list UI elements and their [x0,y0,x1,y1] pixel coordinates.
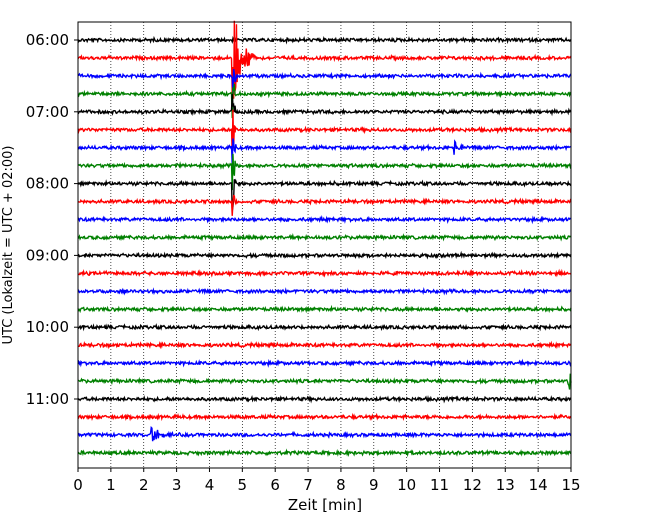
x-tick-label: 6 [270,476,280,494]
trace-line [77,340,572,350]
trace-line [77,412,572,422]
x-tick-label: 4 [205,476,215,494]
trace-line [77,138,572,166]
y-tick-label: 06:00 [26,31,69,49]
x-axis-ticks: 0 1 2 3 4 5 6 7 8 9 10 11 12 13 14 15 [73,468,581,494]
trace-line [77,287,572,296]
y-axis-label: UTC (Lokalzeit = UTC + 02:00) [1,146,16,345]
x-tick-label: 9 [369,476,379,494]
trace-line [77,69,572,95]
trace-group [77,20,572,458]
y-tick-label: 11:00 [26,390,69,408]
trace-line [77,250,572,260]
trace-line [77,268,572,278]
y-axis-ticks: 06:00 07:00 08:00 09:00 10:00 11:00 [26,31,78,408]
y-tick-label: 10:00 [26,318,69,336]
x-tick-label: 12 [463,476,482,494]
trace-line [77,153,572,191]
x-tick-label: 14 [529,476,548,494]
trace-line [77,178,572,211]
trace-line [77,83,572,119]
trace-line [77,304,572,314]
trace-line [77,35,572,45]
trace-line [77,425,572,442]
trace-line [77,358,572,368]
y-tick-label: 09:00 [26,246,69,264]
x-tick-label: 1 [106,476,116,494]
trace-line [77,109,572,156]
y-tick-label: 07:00 [26,103,69,121]
plot-background [78,22,571,468]
trace-line [78,194,572,216]
x-tick-label: 10 [397,476,416,494]
x-tick-label: 11 [430,476,449,494]
trace-line [77,323,572,332]
x-tick-label: 0 [73,476,83,494]
x-tick-label: 13 [496,476,515,494]
x-tick-label: 2 [139,476,149,494]
trace-line [77,93,572,117]
trace-line [77,448,572,458]
y-tick-label: 08:00 [26,175,69,193]
x-tick-label: 5 [238,476,248,494]
trace-line [77,394,572,404]
x-tick-label: 8 [336,476,346,494]
trace-line [77,373,572,390]
grid-lines [110,22,539,468]
plot-frame [77,21,572,469]
trace-line [77,20,572,99]
x-tick-label: 7 [303,476,313,494]
x-tick-label: 3 [172,476,182,494]
x-axis-label: Zeit [min] [288,496,362,514]
trace-line [77,233,572,242]
trace-line [77,215,572,225]
x-tick-label: 15 [561,476,580,494]
